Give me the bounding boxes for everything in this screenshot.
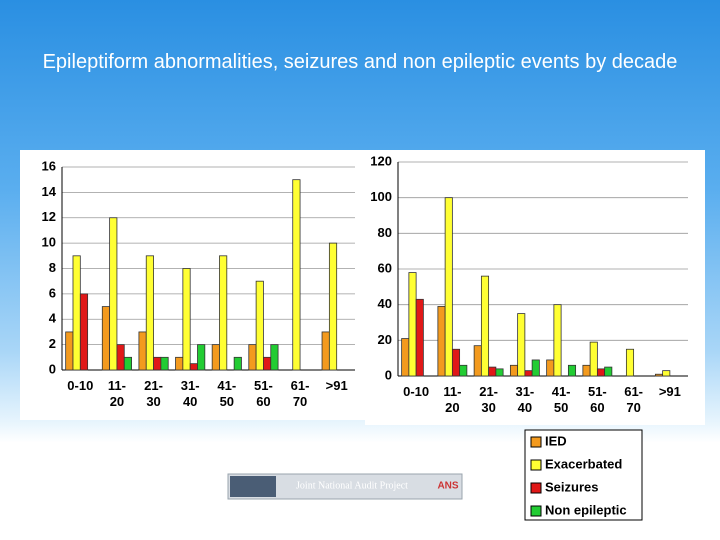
bar — [408, 272, 417, 377]
y-tick-label: 16 — [42, 158, 56, 173]
bar — [328, 242, 338, 371]
bar — [153, 356, 162, 371]
logo-badge: ANS — [437, 481, 458, 492]
bar — [589, 341, 598, 377]
bar — [401, 338, 410, 377]
bar — [101, 306, 111, 371]
legend-swatch — [530, 505, 542, 517]
bar — [175, 356, 184, 371]
legend-label: Non epileptic — [545, 502, 627, 517]
legend-swatch — [530, 482, 542, 494]
x-tick-label: 0-10 — [67, 378, 94, 393]
y-tick-label: 6 — [49, 285, 56, 300]
legend-swatch — [530, 459, 542, 471]
y-tick-label: 0 — [385, 367, 392, 382]
legend-label: Exacerbated — [545, 456, 622, 471]
legend-label: IED — [545, 433, 567, 448]
logo-text: Joint National Audit Project — [296, 480, 408, 491]
bar — [292, 179, 301, 371]
bar — [145, 255, 154, 371]
bar — [480, 275, 490, 377]
x-tick-label: 31- 40 — [180, 378, 200, 409]
bar — [459, 364, 468, 377]
x-tick-label: 51- 60 — [254, 378, 273, 409]
bar — [567, 364, 577, 377]
bar — [189, 363, 198, 371]
bar — [662, 370, 671, 377]
legend — [524, 429, 643, 521]
bar — [654, 373, 664, 377]
x-tick-label: 11- 20 — [443, 384, 462, 415]
bar — [415, 298, 424, 377]
x-tick-label: 31- 40 — [515, 384, 535, 415]
bar — [219, 255, 228, 371]
bar — [211, 344, 220, 371]
bar — [517, 313, 526, 377]
x-tick-label: >91 — [325, 378, 348, 393]
bar — [604, 366, 613, 377]
bar — [182, 268, 191, 371]
x-tick-label: 61- 70 — [624, 384, 644, 415]
y-tick-label: 2 — [49, 336, 56, 351]
x-tick-label: >91 — [658, 384, 681, 399]
bar — [625, 348, 635, 377]
y-tick-label: 0 — [49, 361, 56, 376]
chart-background — [365, 150, 705, 425]
bar — [123, 356, 132, 371]
slide-title: Epileptiform abnormalities, seizures and… — [42, 51, 678, 73]
x-tick-label: 61- 70 — [290, 378, 310, 409]
bar — [116, 344, 125, 371]
bar — [109, 217, 118, 371]
bar — [72, 255, 81, 371]
bar — [437, 306, 446, 377]
bar — [79, 293, 89, 371]
bar — [233, 356, 242, 371]
y-tick-label: 40 — [378, 296, 392, 311]
x-tick-label: 0-10 — [403, 384, 430, 399]
y-tick-label: 10 — [42, 235, 56, 250]
bar — [509, 364, 519, 377]
bar — [248, 344, 257, 371]
x-tick-label: 21- 30 — [479, 384, 499, 415]
bar — [160, 356, 169, 371]
y-tick-label: 80 — [378, 225, 392, 240]
legend-swatch — [530, 436, 542, 448]
bar — [473, 345, 482, 377]
bar — [451, 348, 461, 377]
y-tick-label: 12 — [42, 209, 56, 224]
bar — [531, 359, 540, 377]
bar — [197, 344, 206, 371]
bar — [138, 331, 147, 371]
bar — [444, 197, 453, 377]
bar — [263, 356, 272, 371]
logo-icon — [230, 476, 276, 497]
bar — [255, 280, 264, 371]
bar — [270, 344, 279, 371]
bar — [495, 368, 504, 377]
y-tick-label: 120 — [370, 153, 392, 168]
legend-label: Seizures — [545, 479, 598, 494]
x-tick-label: 21- 30 — [144, 378, 163, 409]
bar — [546, 359, 555, 377]
y-tick-label: 4 — [49, 311, 57, 326]
x-tick-label: 11- 20 — [107, 378, 126, 409]
bar — [488, 366, 497, 377]
x-tick-label: 41- 50 — [217, 378, 237, 409]
y-tick-label: 20 — [378, 332, 392, 347]
x-tick-label: 51- 60 — [587, 384, 607, 415]
bar — [553, 304, 562, 377]
bar — [524, 370, 533, 377]
bar — [582, 364, 591, 377]
y-tick-label: 100 — [370, 189, 392, 204]
bar — [596, 368, 606, 377]
y-tick-label: 8 — [49, 260, 56, 275]
bar — [65, 331, 74, 371]
bar — [321, 331, 330, 371]
y-tick-label: 60 — [378, 260, 392, 275]
x-tick-label: 41- 50 — [551, 384, 571, 415]
y-tick-label: 14 — [42, 184, 57, 199]
